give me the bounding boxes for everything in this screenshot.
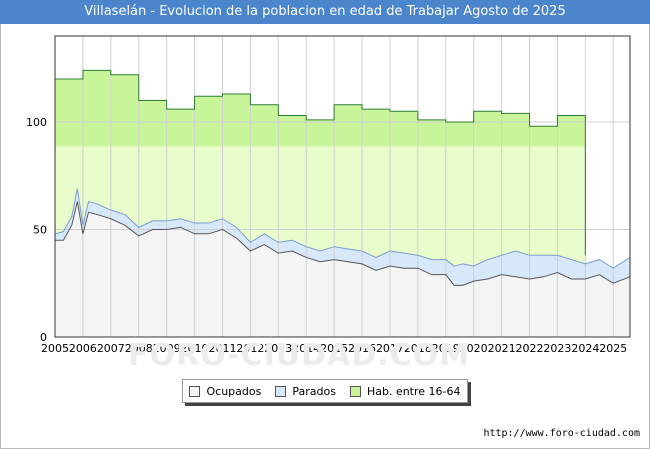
x-tick-label: 2015 <box>320 342 348 355</box>
source-link[interactable]: http://www.foro-ciudad.com <box>483 428 640 439</box>
x-tick-label: 2023 <box>543 342 571 355</box>
legend-label-ocupados: Ocupados <box>206 384 262 398</box>
x-tick-label: 2011 <box>208 342 236 355</box>
x-tick-label: 2013 <box>264 342 292 355</box>
y-tick-label: 100 <box>26 116 47 129</box>
legend-swatch-hab <box>349 385 361 397</box>
y-tick-label: 50 <box>33 224 47 237</box>
watermark: FORO-CIUDAD.COM <box>128 338 470 373</box>
x-tick-label: 2014 <box>292 342 320 355</box>
legend-label-hab: Hab. entre 16-64 <box>366 384 461 398</box>
x-tick-label: 2018 <box>404 342 432 355</box>
x-tick-label: 2024 <box>571 342 599 355</box>
y-tick-label: 0 <box>40 331 47 344</box>
x-tick-label: 2005 <box>41 342 69 355</box>
legend-item-parados: Parados <box>275 385 336 398</box>
series-hab-line <box>55 69 586 256</box>
chart-title: Villaselán - Evolucion de la poblacion e… <box>0 0 650 24</box>
x-tick-label: 2025 <box>599 342 627 355</box>
x-tick-label: 2020 <box>460 342 488 355</box>
x-tick-label: 2019 <box>432 342 460 355</box>
x-tick-label: 2021 <box>488 342 516 355</box>
x-tick-label: 2012 <box>236 342 264 355</box>
legend-swatch-ocupados <box>189 385 201 397</box>
series-ocupados-area <box>55 201 630 337</box>
legend-label-parados: Parados <box>292 384 336 398</box>
x-tick-label: 2006 <box>69 342 97 355</box>
x-tick-label: 2007 <box>97 342 125 355</box>
x-tick-label: 2022 <box>516 342 544 355</box>
x-tick-label: 2017 <box>376 342 404 355</box>
legend-item-hab: Hab. entre 16-64 <box>349 384 461 398</box>
x-tick-label: 2016 <box>348 342 376 355</box>
legend-item-ocupados: Ocupados <box>189 385 261 398</box>
series-parados-line <box>54 188 631 269</box>
x-tick-label: 2010 <box>181 342 209 355</box>
x-tick-label: 2009 <box>153 342 181 355</box>
plot-border <box>54 35 631 338</box>
series-ocupados-line <box>55 201 631 286</box>
legend-swatch-parados <box>275 385 287 397</box>
x-tick-label: 2008 <box>125 342 153 355</box>
legend: Ocupados Parados Hab. entre 16-64 <box>182 379 468 403</box>
